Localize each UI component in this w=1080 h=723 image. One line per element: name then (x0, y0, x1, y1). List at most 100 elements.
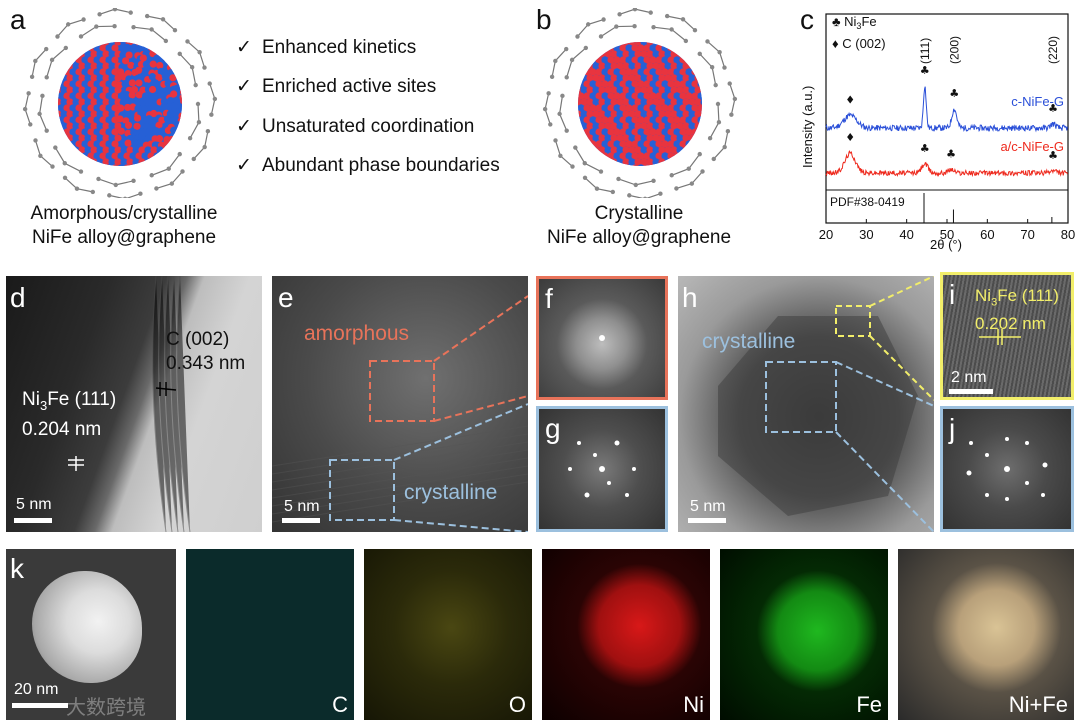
metal-atom (601, 104, 609, 112)
carbon-atom (601, 17, 606, 22)
metal-atom (121, 80, 129, 88)
metal-atom (129, 152, 137, 160)
panel-label-i: i (949, 279, 956, 310)
metal-atom (175, 136, 182, 144)
metal-atom (102, 122, 110, 130)
metal-atom (637, 104, 645, 112)
metal-atom (87, 56, 95, 64)
metal-atom (685, 80, 693, 88)
metal-atom (619, 56, 627, 64)
metal-atom (163, 86, 172, 94)
metal-atom (69, 80, 77, 88)
metal-atom (658, 62, 666, 70)
metal-atom (640, 122, 648, 130)
metal-atom (135, 91, 143, 99)
metal-atom (676, 110, 684, 118)
carbon-atom (172, 28, 178, 33)
metal-atom (592, 158, 600, 166)
metal-atom (589, 80, 597, 88)
x-tick-label: 60 (980, 227, 994, 242)
metal-atom (105, 164, 113, 166)
metal-atom (133, 114, 142, 122)
metal-atom (598, 86, 606, 94)
metal-atom (157, 67, 165, 76)
metal-atom (589, 152, 597, 160)
metal-atom (610, 74, 618, 82)
carbon-atom (44, 75, 49, 80)
metal-atom (652, 110, 660, 118)
metal-atom (144, 146, 152, 154)
metal-atom (114, 74, 122, 82)
carbon-atom (160, 17, 166, 22)
metal-atom (625, 152, 633, 160)
carbon-atom (686, 166, 691, 171)
lattice-fringes-d (68, 276, 191, 532)
metal-atom (58, 68, 65, 76)
metal-atom (631, 80, 639, 88)
metal-atom (619, 164, 627, 166)
metal-atom (658, 158, 666, 166)
carbon-atom (49, 57, 55, 63)
metal-atom (664, 42, 672, 46)
metal-atom (679, 128, 687, 136)
metal-atom (676, 86, 684, 94)
metal-atom (664, 98, 672, 106)
metal-atom (123, 164, 131, 166)
metal-atom (619, 80, 627, 88)
metal-atom (679, 92, 687, 100)
metal-atom (132, 146, 140, 154)
metal-atom (613, 140, 621, 148)
metal-atom (667, 116, 675, 124)
metal-atom (58, 104, 65, 112)
metal-atom (164, 79, 172, 88)
scale-bar-label-k: 20 nm (14, 681, 59, 698)
legend-entry: ♦ C (002) (832, 36, 886, 51)
metal-atom (149, 42, 157, 47)
metal-atom (119, 139, 127, 147)
metal-atom (105, 116, 113, 124)
metal-atom (157, 91, 165, 99)
metal-atom (670, 158, 678, 166)
metal-atom (138, 132, 146, 140)
metal-atom (120, 146, 128, 154)
metal-atom (168, 48, 176, 56)
metal-atom (703, 128, 710, 135)
metal-atom (63, 104, 71, 112)
metal-atom (175, 128, 182, 136)
metal-atom (99, 80, 107, 88)
metal-atom (78, 74, 86, 82)
metal-atom (667, 164, 675, 166)
metal-atom (634, 50, 642, 58)
carbon-atom (680, 17, 686, 22)
metal-atom (87, 116, 95, 124)
metal-atom (691, 56, 699, 64)
metal-atom (172, 110, 180, 118)
carbon-atom (716, 120, 722, 125)
metal-atom (673, 56, 681, 64)
metal-atom (613, 56, 621, 64)
metal-atom (625, 140, 633, 148)
metal-atom (655, 116, 663, 124)
metal-atom (580, 98, 588, 106)
carbon-atom (177, 51, 182, 57)
metal-atom (628, 50, 636, 58)
fft-image-g: g (536, 406, 668, 532)
metal-atom (63, 80, 71, 88)
series-label: c-NiFe-G (1011, 94, 1064, 109)
metal-atom (60, 146, 68, 154)
metal-atom (673, 164, 681, 166)
metal-atom (664, 146, 672, 154)
eds-map-nife: Ni+Fe (898, 549, 1074, 720)
metal-atom (578, 140, 585, 148)
metal-atom (122, 57, 130, 65)
metal-atom (697, 68, 702, 76)
metal-atom (111, 164, 119, 166)
metal-atom (676, 122, 684, 130)
metal-atom (129, 164, 137, 166)
metal-atom (108, 122, 116, 130)
metal-atom (66, 50, 74, 58)
metal-atom (673, 92, 681, 100)
metal-atom (117, 92, 126, 100)
metal-atom (640, 86, 648, 94)
metal-atom (58, 158, 62, 166)
